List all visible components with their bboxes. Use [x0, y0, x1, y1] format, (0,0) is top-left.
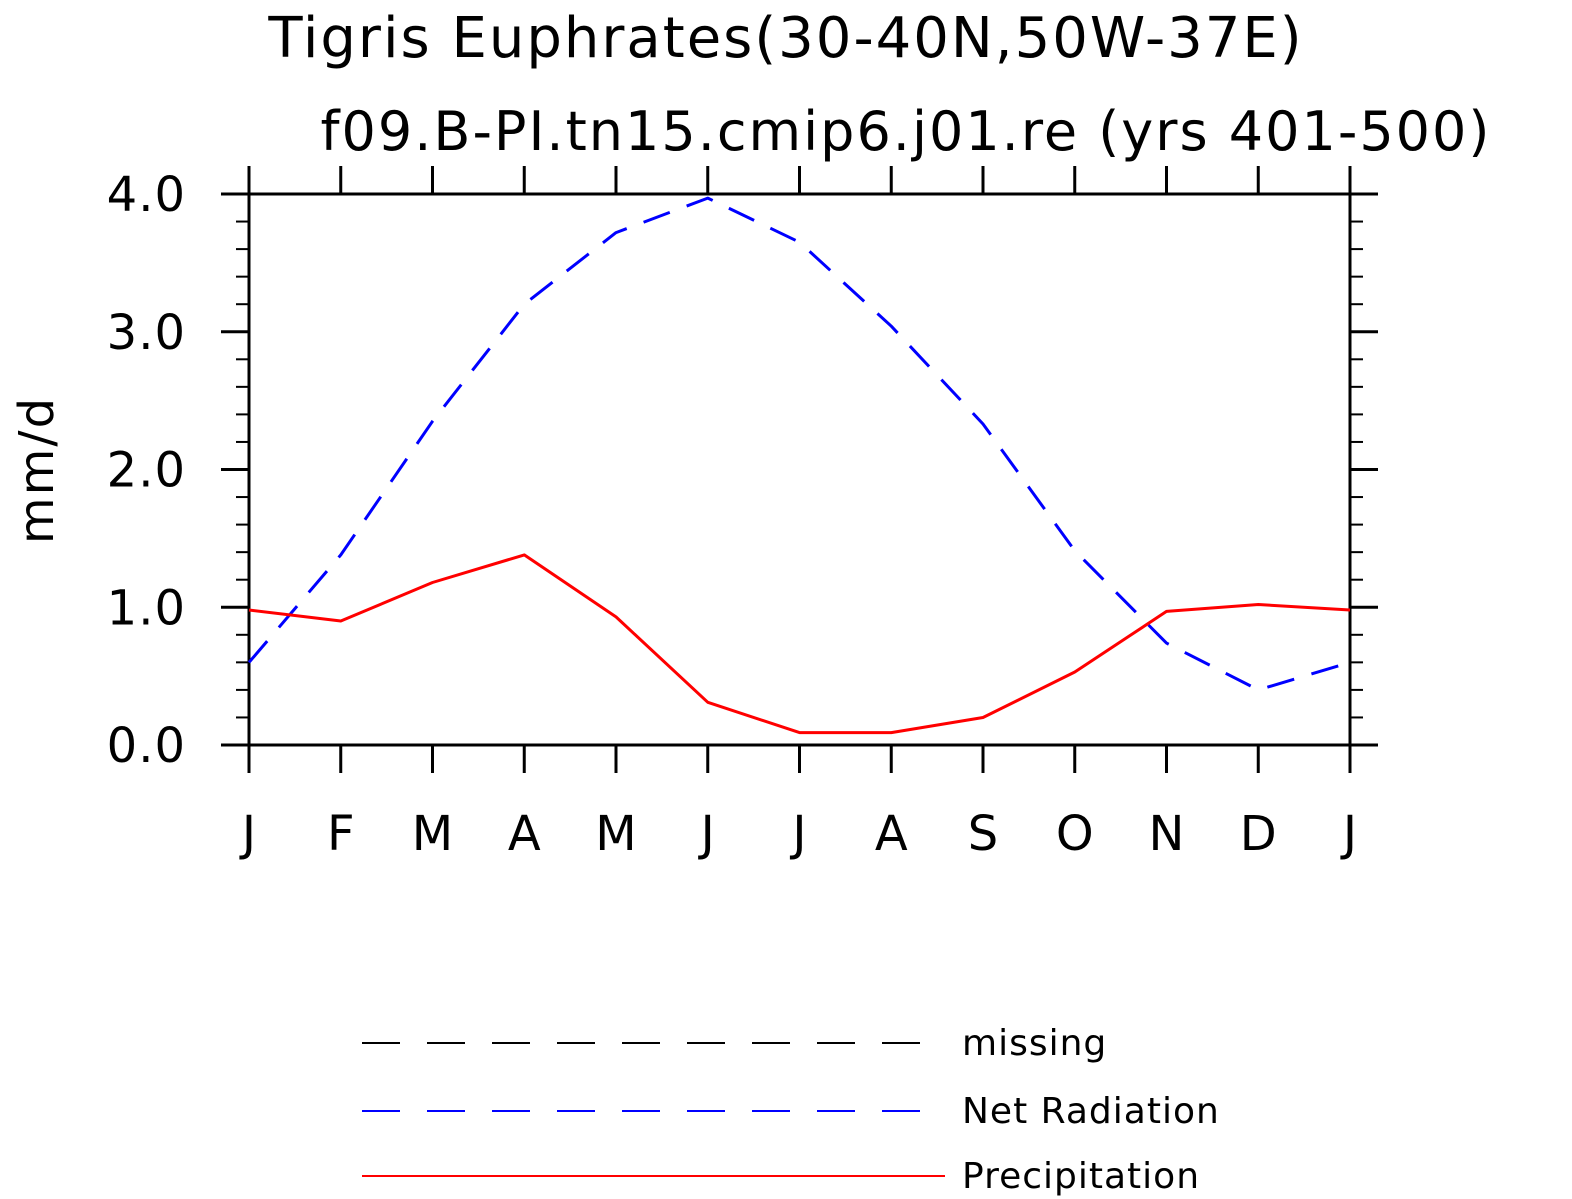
- legend-label-net-radiation: Net Radiation: [962, 1091, 1220, 1132]
- x-tick-label: J: [698, 806, 715, 862]
- series-line-net-radiation: [247, 196, 1351, 692]
- x-tick-label: J: [239, 806, 256, 862]
- series-layer: [247, 196, 1351, 735]
- x-tick-label: M: [412, 806, 453, 862]
- axes: 0.01.02.03.04.0J F M A M J J A S O N D J: [107, 166, 1378, 862]
- chart-subtitle: f09.B-PI.tn15.cmip6.j01.re (yrs 401-500): [321, 100, 1492, 163]
- y-tick-label: 1.0: [107, 580, 186, 636]
- x-tick-label: J: [1340, 806, 1357, 862]
- x-tick-label: N: [1149, 806, 1185, 862]
- y-tick-label: 0.0: [107, 718, 186, 774]
- y-tick-label: 4.0: [107, 167, 186, 223]
- y-axis-label: mm/d: [9, 396, 65, 544]
- legend-label-missing: missing: [962, 1023, 1107, 1064]
- plot-frame: [247, 192, 1352, 747]
- series-line-precipitation: [248, 553, 1351, 735]
- x-tick-label: O: [1056, 806, 1094, 862]
- x-tick-label: M: [595, 806, 636, 862]
- legend-label-precipitation: Precipitation: [962, 1156, 1200, 1197]
- x-tick-label: A: [508, 806, 541, 862]
- x-tick-label: F: [327, 806, 355, 862]
- y-tick-label: 3.0: [107, 305, 186, 361]
- legend: missing Net Radiation Precipitation: [362, 1023, 1220, 1197]
- chart-title: Tigris Euphrates(30-40N,50W-37E): [267, 6, 1303, 71]
- x-tick-label: A: [875, 806, 908, 862]
- x-tick-label: S: [968, 806, 998, 862]
- y-tick-label: 2.0: [107, 443, 186, 499]
- x-tick-label: J: [789, 806, 806, 862]
- x-tick-label: D: [1240, 806, 1277, 862]
